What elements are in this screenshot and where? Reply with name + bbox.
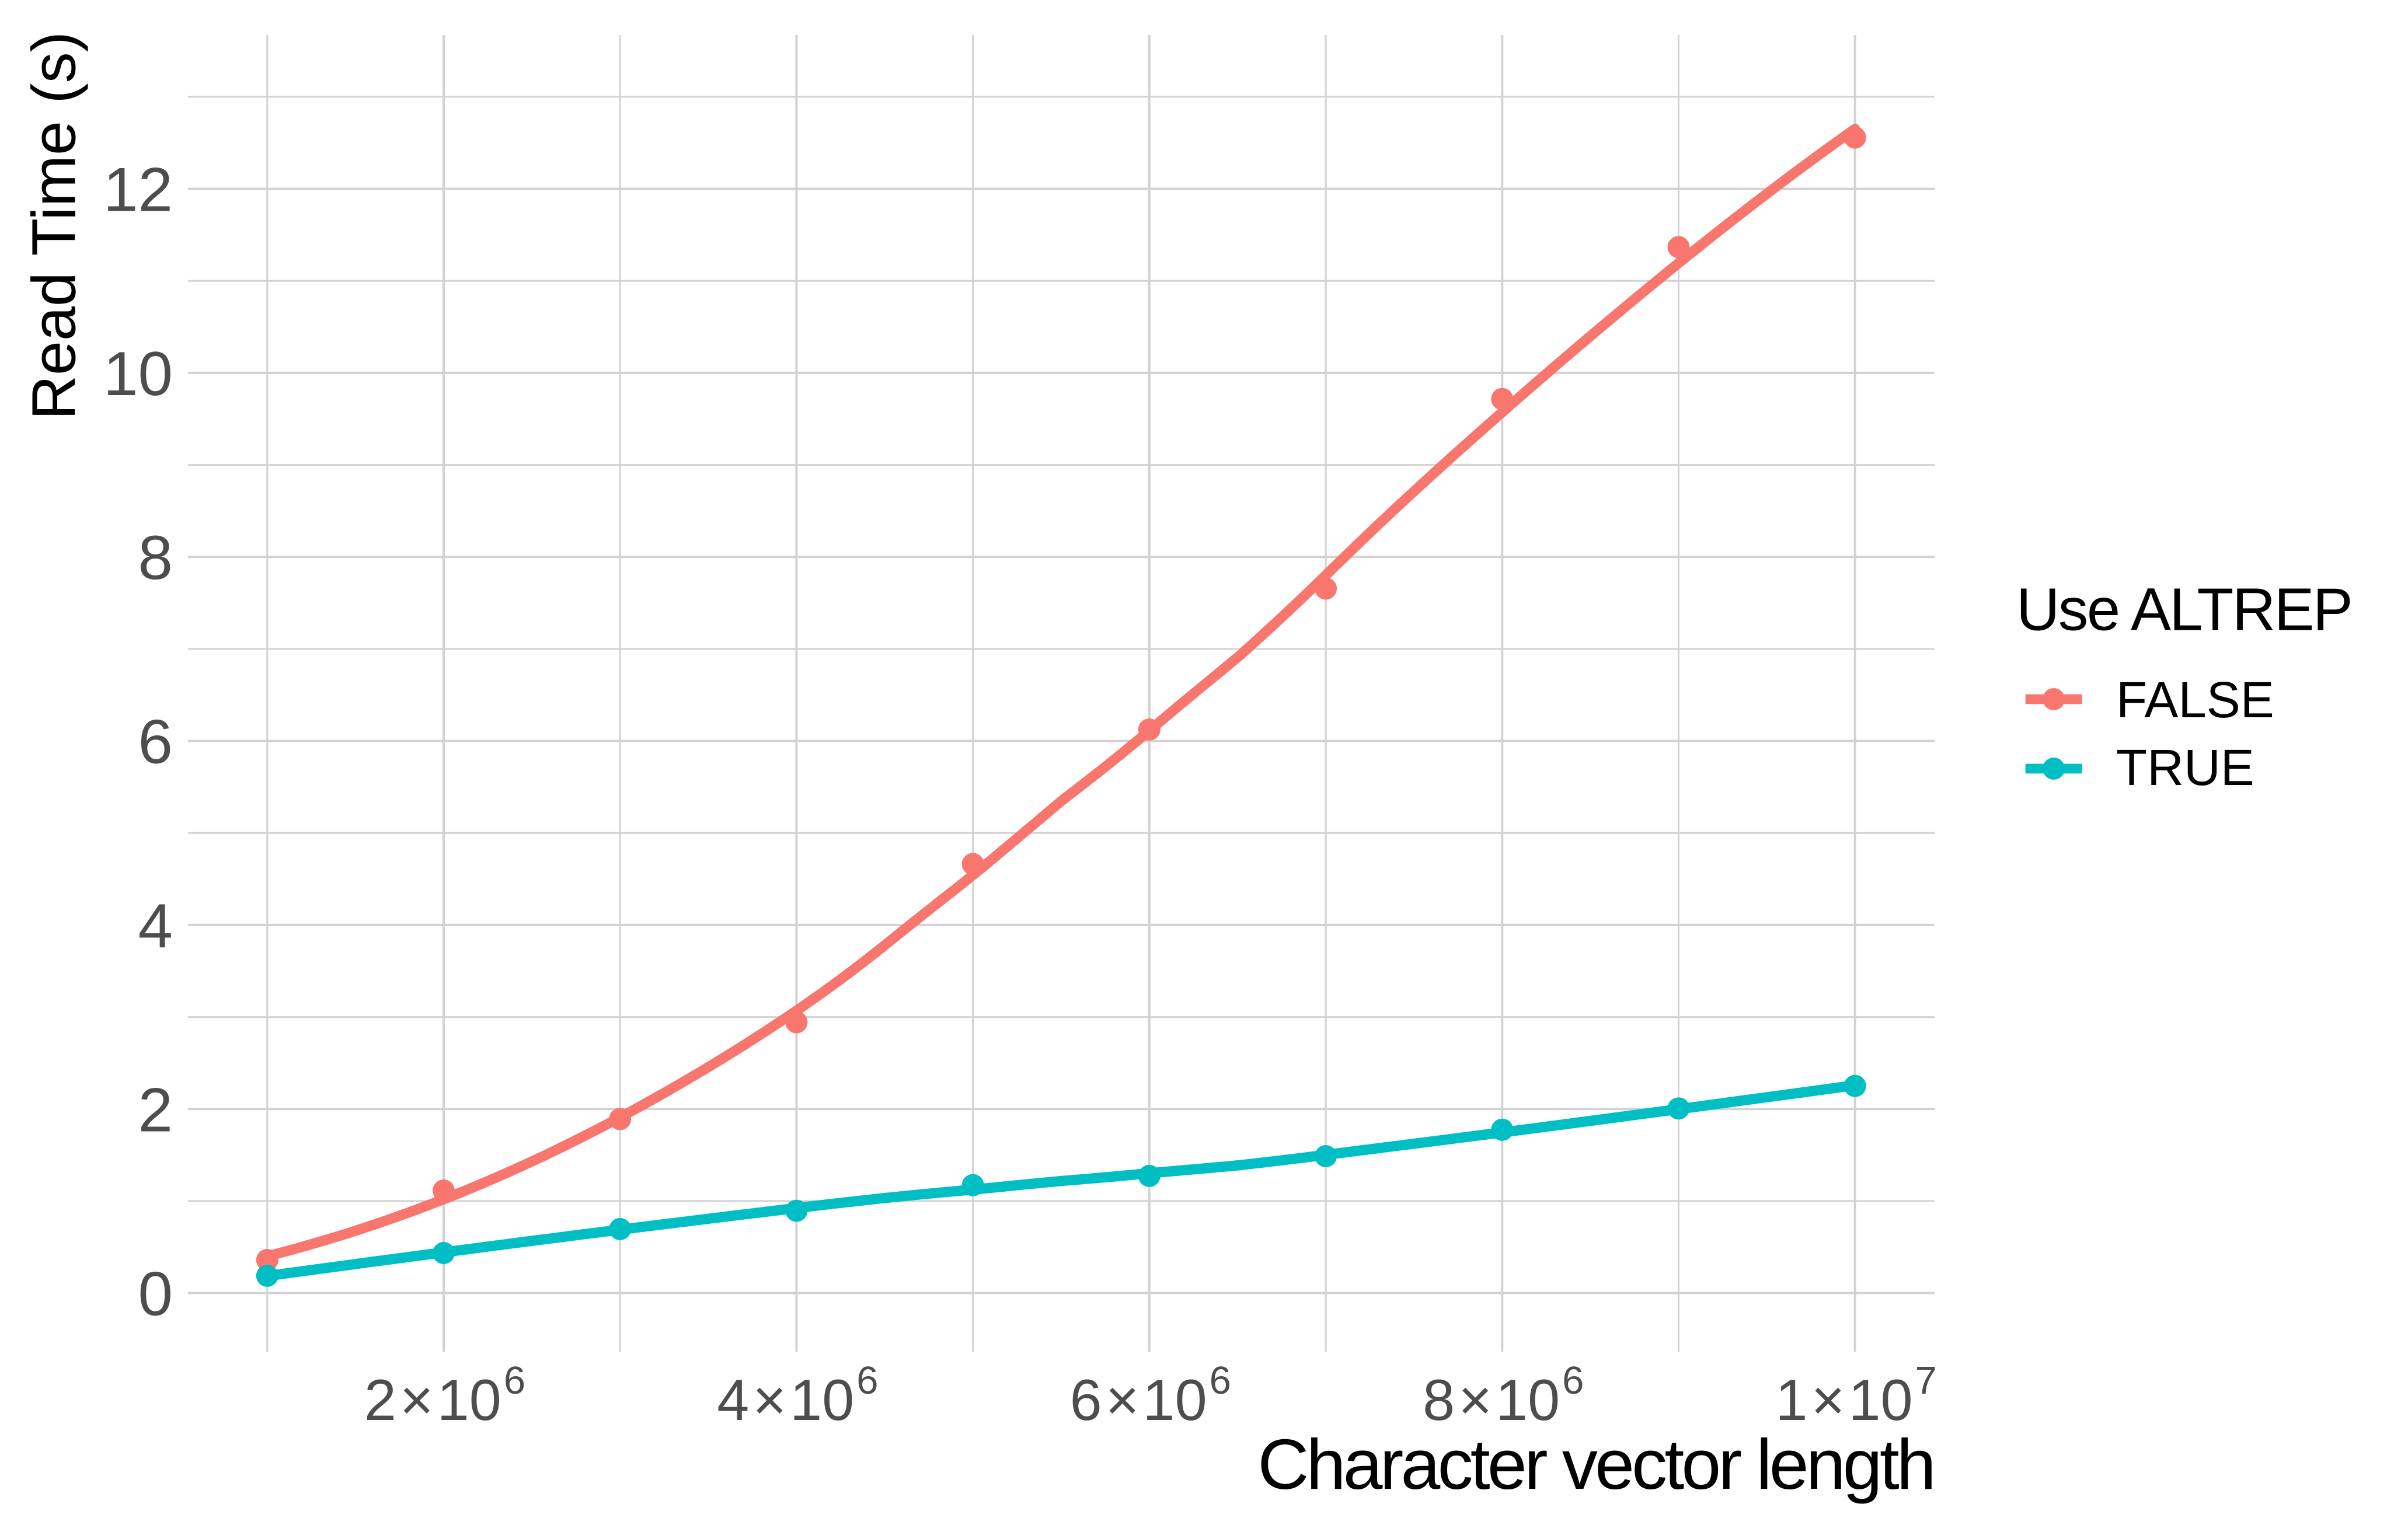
svg-text:2: 2	[138, 1074, 173, 1144]
svg-text:Character vector length: Character vector length	[1257, 1425, 1933, 1504]
svg-text:1×107: 1×107	[1776, 1359, 1937, 1432]
svg-text:0: 0	[138, 1259, 173, 1329]
svg-text:Use ALTREP: Use ALTREP	[2016, 575, 2351, 643]
svg-text:2×106: 2×106	[364, 1359, 525, 1432]
svg-text:FALSE: FALSE	[2116, 672, 2274, 728]
svg-text:6×106: 6×106	[1070, 1359, 1231, 1432]
svg-text:8×106: 8×106	[1423, 1359, 1584, 1432]
svg-text:Read Time (s): Read Time (s)	[20, 32, 89, 420]
svg-text:TRUE: TRUE	[2116, 739, 2254, 796]
svg-text:4×106: 4×106	[717, 1359, 878, 1432]
svg-text:8: 8	[138, 522, 173, 592]
svg-text:12: 12	[103, 155, 173, 225]
svg-text:10: 10	[103, 338, 173, 409]
svg-text:4: 4	[138, 891, 173, 961]
svg-text:6: 6	[138, 707, 173, 777]
